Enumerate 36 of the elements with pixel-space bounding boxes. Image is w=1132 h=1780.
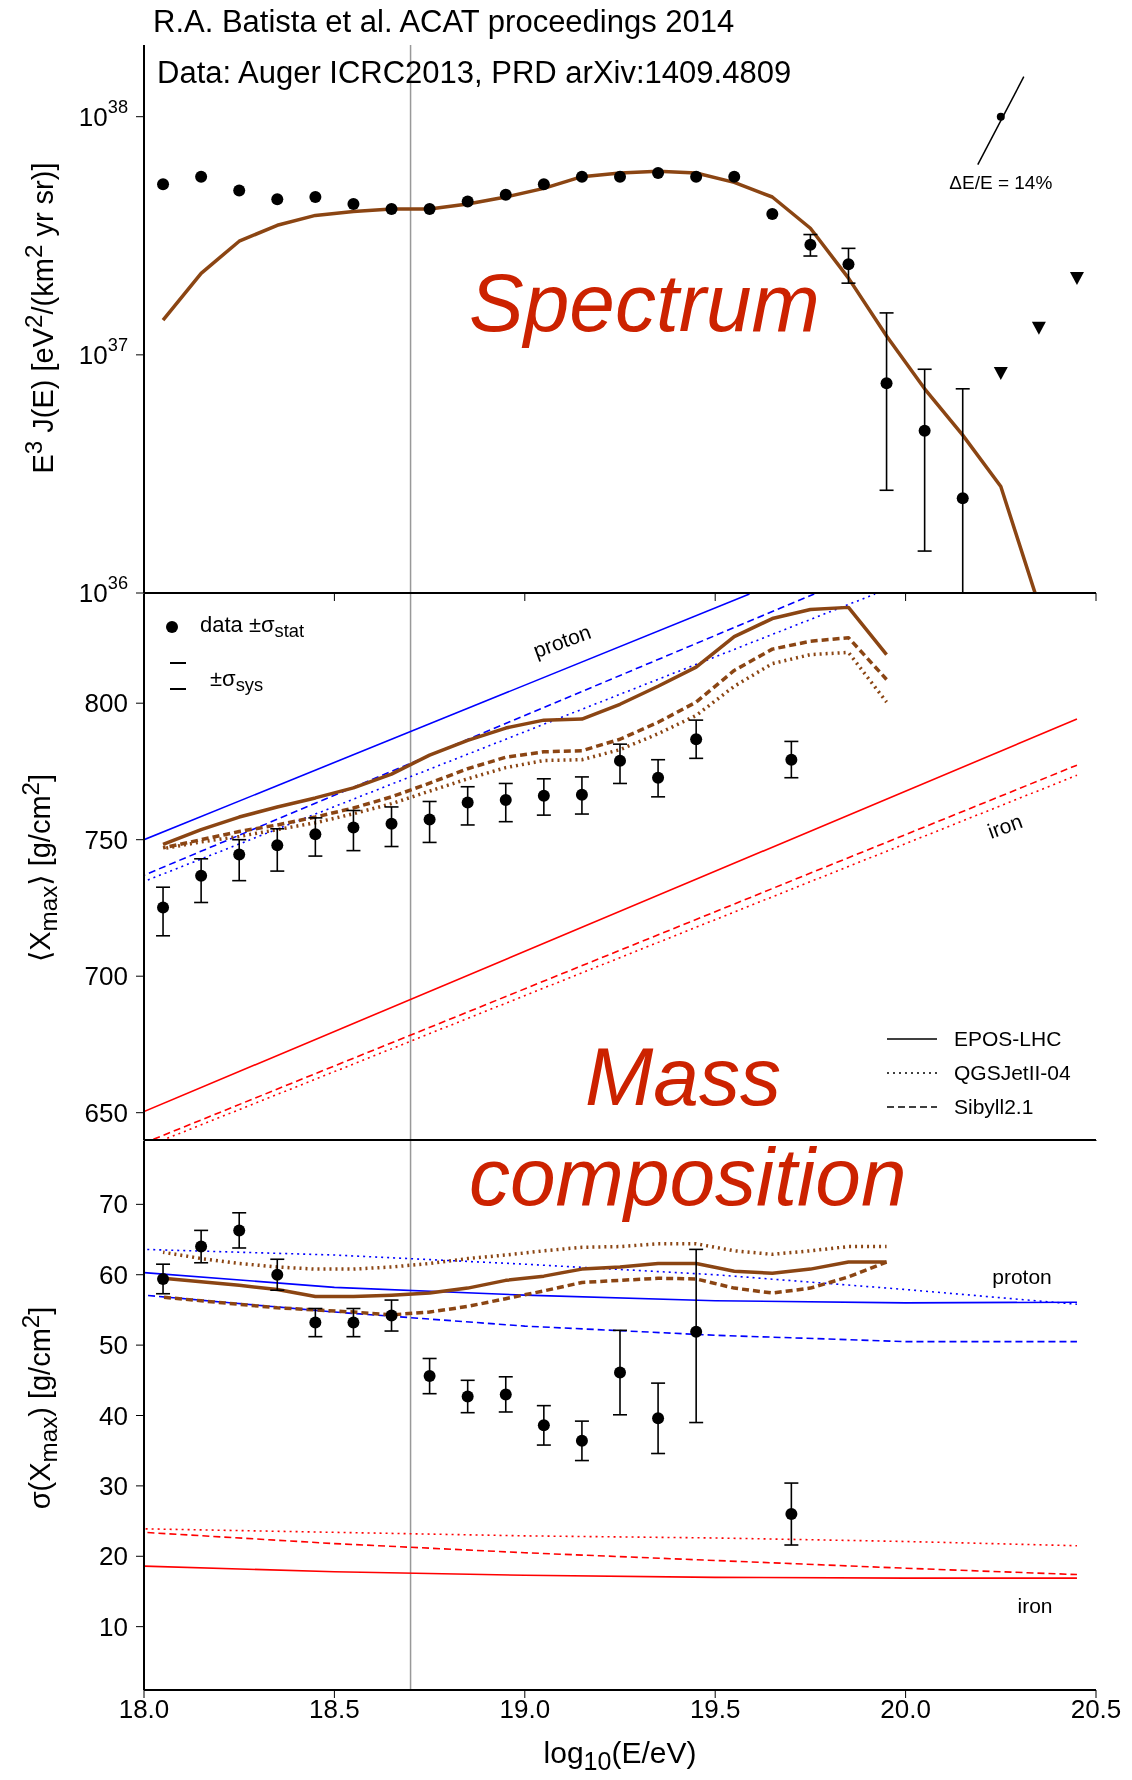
y-tick-label: 10$^{36}$ [78, 573, 128, 608]
x-axis-title: log$_{10}$(E/eV) [543, 1736, 697, 1775]
annotation: proton [992, 1264, 1052, 1288]
y-tick-label: 700 [84, 961, 128, 992]
y-tick-label: 60 [99, 1259, 128, 1290]
y-tick-label: 800 [84, 688, 128, 719]
x-tick-label: 18.0 [118, 1694, 170, 1725]
annotation: ±σ$_{sys}$ [210, 666, 264, 696]
annotation: Mass [585, 1031, 781, 1122]
x-tick-label: 20.0 [880, 1694, 931, 1725]
annotation: composition [469, 1131, 907, 1222]
y-tick-label: 70 [99, 1189, 128, 1220]
y-tick-label: 750 [84, 824, 128, 855]
annotation: ΔE/E = 14% [949, 172, 1053, 194]
x-tick-label: 20.5 [1070, 1694, 1122, 1725]
annotation: QGSJetII-04 [954, 1061, 1071, 1084]
y-tick-label: 40 [99, 1400, 128, 1431]
y-tick-label: 50 [99, 1330, 128, 1361]
y-tick-label: 20 [99, 1541, 128, 1572]
annotation: Data: Auger ICRC2013, PRD arXiv:1409.4809 [157, 55, 792, 90]
chart-title: R.A. Batista et al. ACAT proceedings 2014 [153, 4, 735, 39]
y-tick-label: 650 [84, 1097, 128, 1128]
annotation: EPOS-LHC [954, 1027, 1062, 1050]
annotation: proton [530, 620, 594, 662]
legend-label: data ±σ$_{stat}$ [200, 611, 305, 643]
x-tick-label: 19.0 [499, 1694, 551, 1725]
y-tick-label: 30 [99, 1470, 128, 1501]
x-tick-label: 19.5 [689, 1694, 741, 1725]
y-tick-label: 10 [99, 1611, 128, 1642]
annotation: Spectrum [469, 257, 820, 348]
y-tick-label: 10$^{38}$ [78, 96, 128, 132]
x-tick-label: 18.5 [309, 1694, 360, 1725]
y-tick-label: 10$^{37}$ [78, 334, 128, 370]
annotation: iron [1017, 1593, 1053, 1617]
annotation: iron [984, 809, 1026, 843]
annotation: Sibyll2.1 [954, 1095, 1034, 1118]
